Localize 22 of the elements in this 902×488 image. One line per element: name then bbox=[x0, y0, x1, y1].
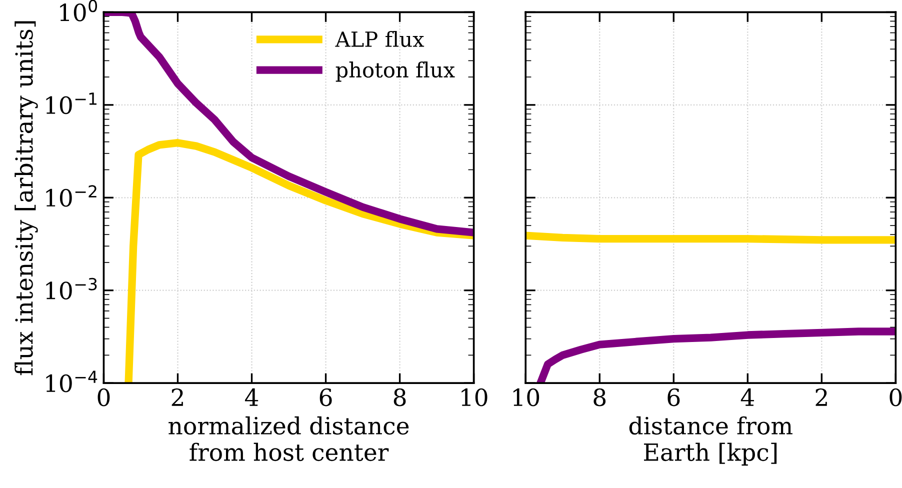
x-tick-label: 0 bbox=[98, 388, 110, 406]
legend-label: ALP flux bbox=[335, 30, 424, 48]
y-tick-label: 10$^{−2}$ bbox=[46, 185, 96, 207]
x-axis-title: normalized distance from host center bbox=[168, 416, 409, 462]
x-tick-label: 10 bbox=[462, 388, 488, 406]
x-tick-label: 10 bbox=[513, 388, 540, 406]
x-tick-label: 4 bbox=[740, 388, 754, 406]
y-tick-label: 10$^{−1}$ bbox=[46, 92, 96, 114]
y-tick-label: 10$^{0}$ bbox=[60, 0, 97, 22]
x-tick-label: 4 bbox=[244, 388, 258, 406]
y-tick-label: 10$^{−3}$ bbox=[46, 278, 97, 300]
x-tick-label: 8 bbox=[394, 388, 406, 406]
x-tick-label: 6 bbox=[668, 388, 680, 406]
x-axis-title: distance from Earth [kpc] bbox=[629, 416, 792, 466]
x-tick-label: 2 bbox=[172, 388, 183, 406]
x-tick-label: 2 bbox=[816, 388, 827, 406]
y-tick-label: 10$^{−4}$ bbox=[46, 370, 98, 392]
x-tick-label: 0 bbox=[890, 388, 902, 406]
x-tick-label: 8 bbox=[594, 388, 606, 406]
x-tick-label: 6 bbox=[320, 388, 332, 406]
y-axis-title: flux intensity [arbitrary units] bbox=[14, 21, 38, 376]
legend-label: photon flux bbox=[336, 62, 455, 82]
